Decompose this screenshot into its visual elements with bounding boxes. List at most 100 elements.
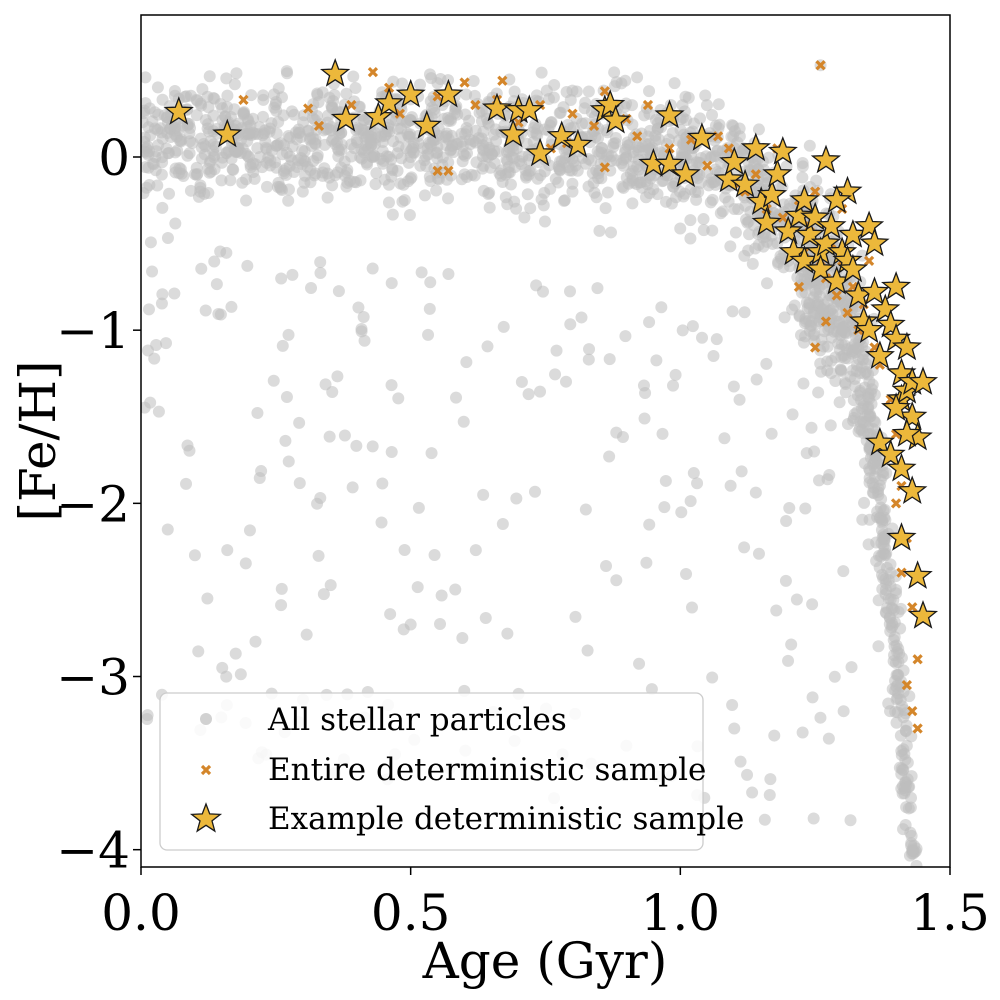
all-particle-point: [637, 379, 650, 392]
all-particle-point: [834, 363, 847, 376]
all-particle-point: [216, 661, 229, 674]
all-particle-point: [862, 368, 875, 381]
all-particle-point: [587, 176, 600, 189]
all-particle-point: [593, 147, 606, 160]
all-particle-point: [450, 391, 463, 404]
all-particle-point: [440, 173, 453, 186]
all-particle-point: [645, 683, 658, 696]
all-particle-point: [796, 171, 809, 184]
entire-sample-point: [912, 723, 923, 734]
all-particle-point: [300, 628, 313, 641]
all-particle-point: [275, 272, 288, 285]
all-particle-point: [203, 70, 216, 83]
all-particle-point: [862, 538, 875, 551]
entire-sample-point: [432, 165, 443, 176]
all-particle-point: [560, 375, 573, 388]
all-particle-point: [400, 116, 413, 129]
all-particle-point: [900, 739, 913, 752]
all-particle-point: [160, 337, 173, 350]
all-particle-point: [161, 523, 174, 536]
all-particle-point: [726, 305, 739, 318]
example-sample-point: [864, 426, 895, 456]
all-particle-point: [894, 622, 907, 635]
all-particle-point: [141, 709, 154, 722]
all-particle-point: [582, 353, 595, 366]
all-particle-point: [845, 661, 858, 674]
all-particle-point: [647, 183, 660, 196]
all-particle-point: [877, 469, 890, 482]
all-particle-point: [141, 401, 151, 414]
example-sample-point: [891, 331, 922, 361]
all-particle-point: [884, 566, 897, 579]
all-particle-point: [366, 440, 379, 453]
entire-sample-point: [303, 103, 314, 114]
all-particle-point: [812, 386, 825, 399]
example-sample-point: [864, 340, 895, 370]
all-particle-point: [866, 486, 879, 499]
all-particle-point: [220, 246, 233, 259]
all-particle-point: [309, 137, 322, 150]
all-particle-point: [837, 297, 850, 310]
all-particle-point: [280, 168, 293, 181]
all-particle-point: [476, 150, 489, 163]
all-particle-point: [278, 139, 291, 152]
all-particle-point: [404, 151, 417, 163]
all-particle-point: [141, 116, 149, 129]
all-particle-point: [226, 163, 239, 176]
all-particle-point: [343, 174, 356, 187]
all-particle-point: [163, 187, 176, 200]
example-sample-point: [907, 600, 939, 629]
all-particle-point: [886, 683, 899, 696]
all-particle-point: [155, 297, 168, 310]
all-particle-point: [807, 812, 820, 825]
all-particle-point: [180, 477, 193, 490]
all-particle-point: [194, 179, 207, 192]
all-particle-point: [863, 462, 876, 475]
all-particle-point: [354, 174, 367, 187]
all-particle-point: [152, 405, 165, 418]
all-particle-point: [237, 107, 250, 120]
all-particle-point: [861, 408, 874, 421]
all-particle-point: [706, 671, 719, 684]
legend-box: [159, 692, 704, 851]
all-particle-point: [579, 503, 592, 516]
all-particle-point: [534, 385, 547, 398]
example-sample-point: [767, 135, 798, 165]
all-particle-point: [593, 224, 606, 237]
all-particle-point: [380, 150, 393, 163]
all-particle-point: [276, 339, 289, 352]
all-particle-point: [435, 589, 448, 602]
all-particle-point: [156, 201, 169, 214]
all-particle-point: [844, 814, 857, 827]
all-particle-point: [257, 93, 270, 106]
all-particle-point: [221, 544, 234, 557]
example-sample-point: [212, 118, 243, 148]
all-particle-point: [247, 112, 260, 125]
all-particle-point: [442, 268, 455, 281]
entire-sample-point: [459, 77, 470, 88]
all-particle-point: [808, 445, 821, 458]
all-particle-point: [643, 316, 656, 329]
all-particle-point: [234, 668, 247, 681]
all-particle-point: [733, 130, 746, 143]
example-sample-point: [395, 78, 426, 108]
all-particle-point: [828, 670, 841, 683]
all-particle-point: [743, 228, 756, 241]
all-particle-point: [457, 415, 470, 428]
all-particle-point: [810, 174, 823, 187]
all-particle-point: [510, 202, 523, 215]
all-particle-point: [738, 306, 751, 319]
all-particle-point: [442, 192, 455, 205]
all-particle-point: [734, 755, 747, 768]
all-particle-point: [208, 255, 221, 268]
example-sample-point: [789, 184, 820, 214]
all-particle-point: [553, 107, 566, 120]
all-particle-point: [386, 208, 399, 221]
all-particle-point: [155, 168, 168, 181]
all-particle-point: [411, 581, 424, 594]
all-particle-point: [851, 389, 864, 402]
all-particle-point: [728, 202, 741, 215]
x-tick-label: 0.0: [101, 884, 181, 942]
all-particle-point: [669, 368, 682, 381]
all-particle-point: [208, 148, 221, 161]
